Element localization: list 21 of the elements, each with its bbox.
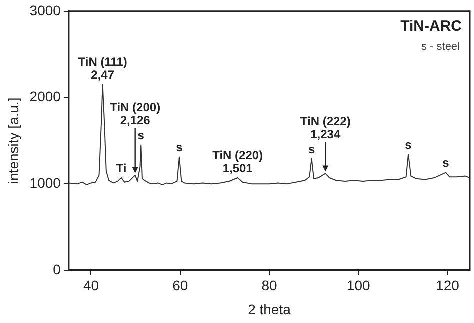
annotation: TiN (111) 2,47 <box>78 55 128 82</box>
annotation: s <box>176 140 184 155</box>
annotation: s - steel <box>421 40 460 53</box>
y-axis-title: intensity [a.u.] <box>5 98 22 184</box>
x-axis-title: 2 theta <box>248 301 292 318</box>
x-tick-label: 40 <box>83 278 100 294</box>
x-tick-label: 100 <box>346 278 370 294</box>
x-tick-label: 120 <box>436 278 460 294</box>
annotation: s <box>138 128 145 143</box>
annotation: Ti <box>116 161 127 176</box>
annotation: s <box>405 138 412 152</box>
y-tick-label: 0 <box>53 261 62 278</box>
x-tick-label: 80 <box>262 278 278 294</box>
y-tick-label: 2000 <box>30 88 62 105</box>
annotation: TiN (220) 1,501 <box>212 148 264 176</box>
y-tick-label: 1000 <box>30 174 62 191</box>
annotation: s <box>308 142 316 156</box>
annotation: s <box>442 156 450 170</box>
text: TiN-ARC <box>400 18 462 36</box>
x-tick-label: 60 <box>172 278 188 294</box>
y-tick-label: 3000 <box>30 2 62 18</box>
